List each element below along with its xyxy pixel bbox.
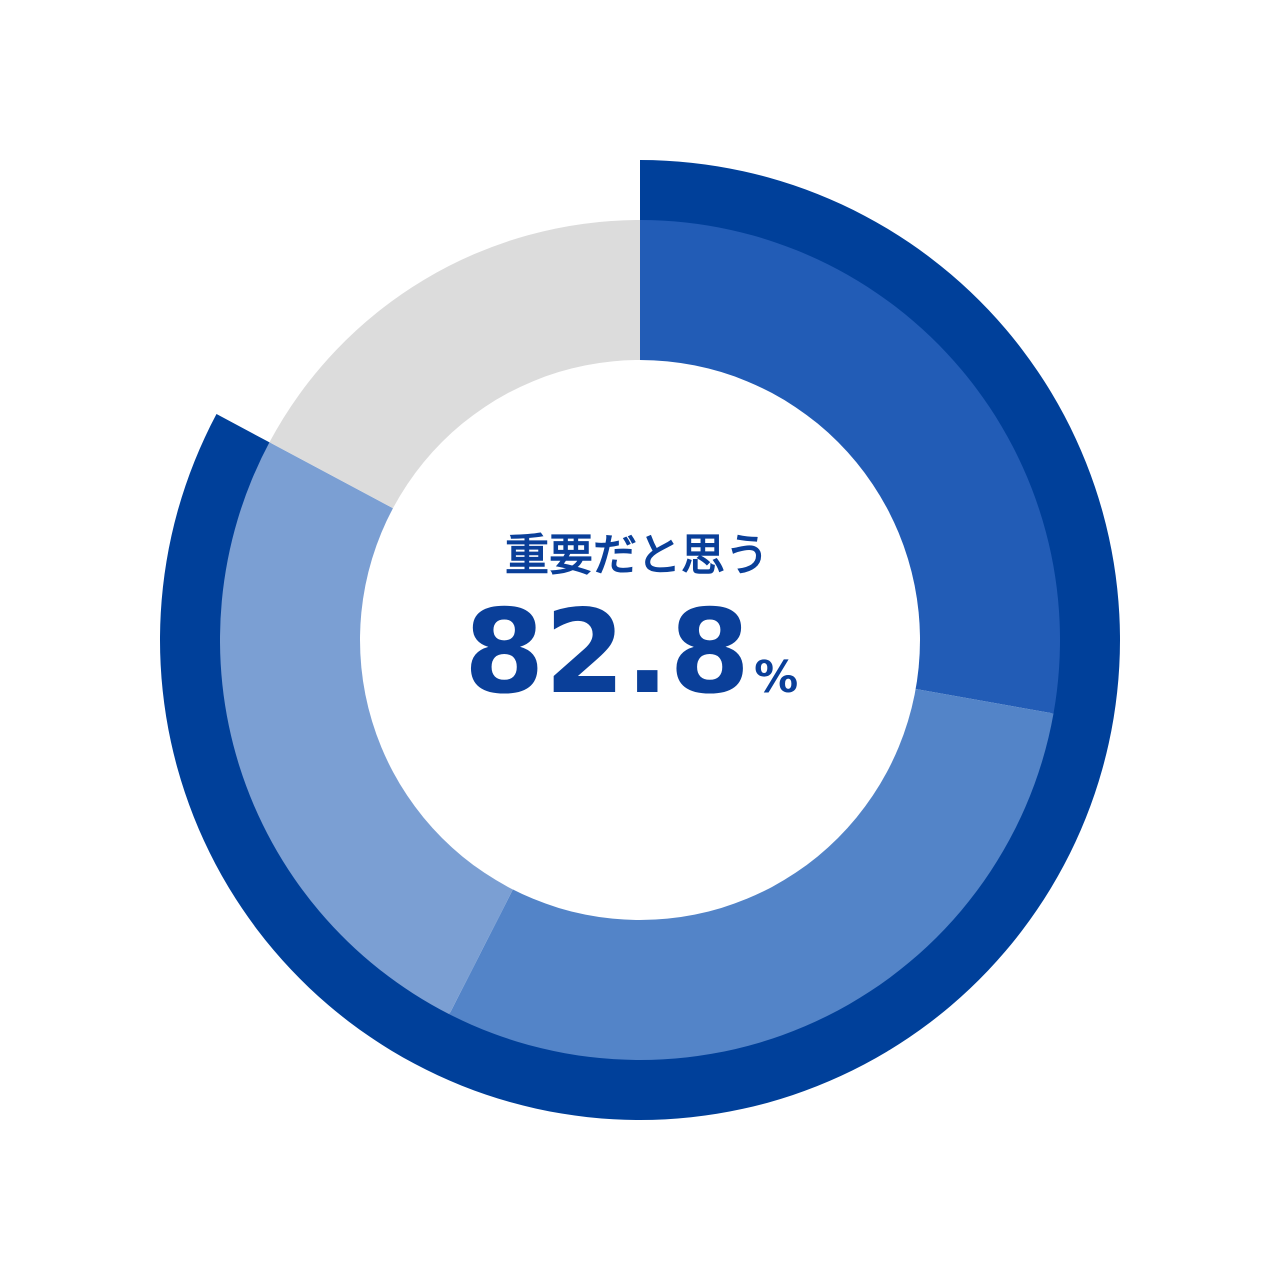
donut-segment-1	[640, 220, 1060, 714]
highlight-unit: %	[754, 652, 798, 703]
highlight-value-text: 82.8%	[464, 585, 798, 720]
donut-segment-3	[219, 442, 514, 1015]
segment-layer	[219, 220, 1060, 1060]
highlight-value: 82.8	[464, 585, 750, 720]
donut-segment-2	[449, 688, 1054, 1060]
highlight-label: 重要だと思う	[505, 530, 769, 581]
donut-segment-4	[269, 220, 640, 510]
donut-hole	[360, 360, 920, 920]
